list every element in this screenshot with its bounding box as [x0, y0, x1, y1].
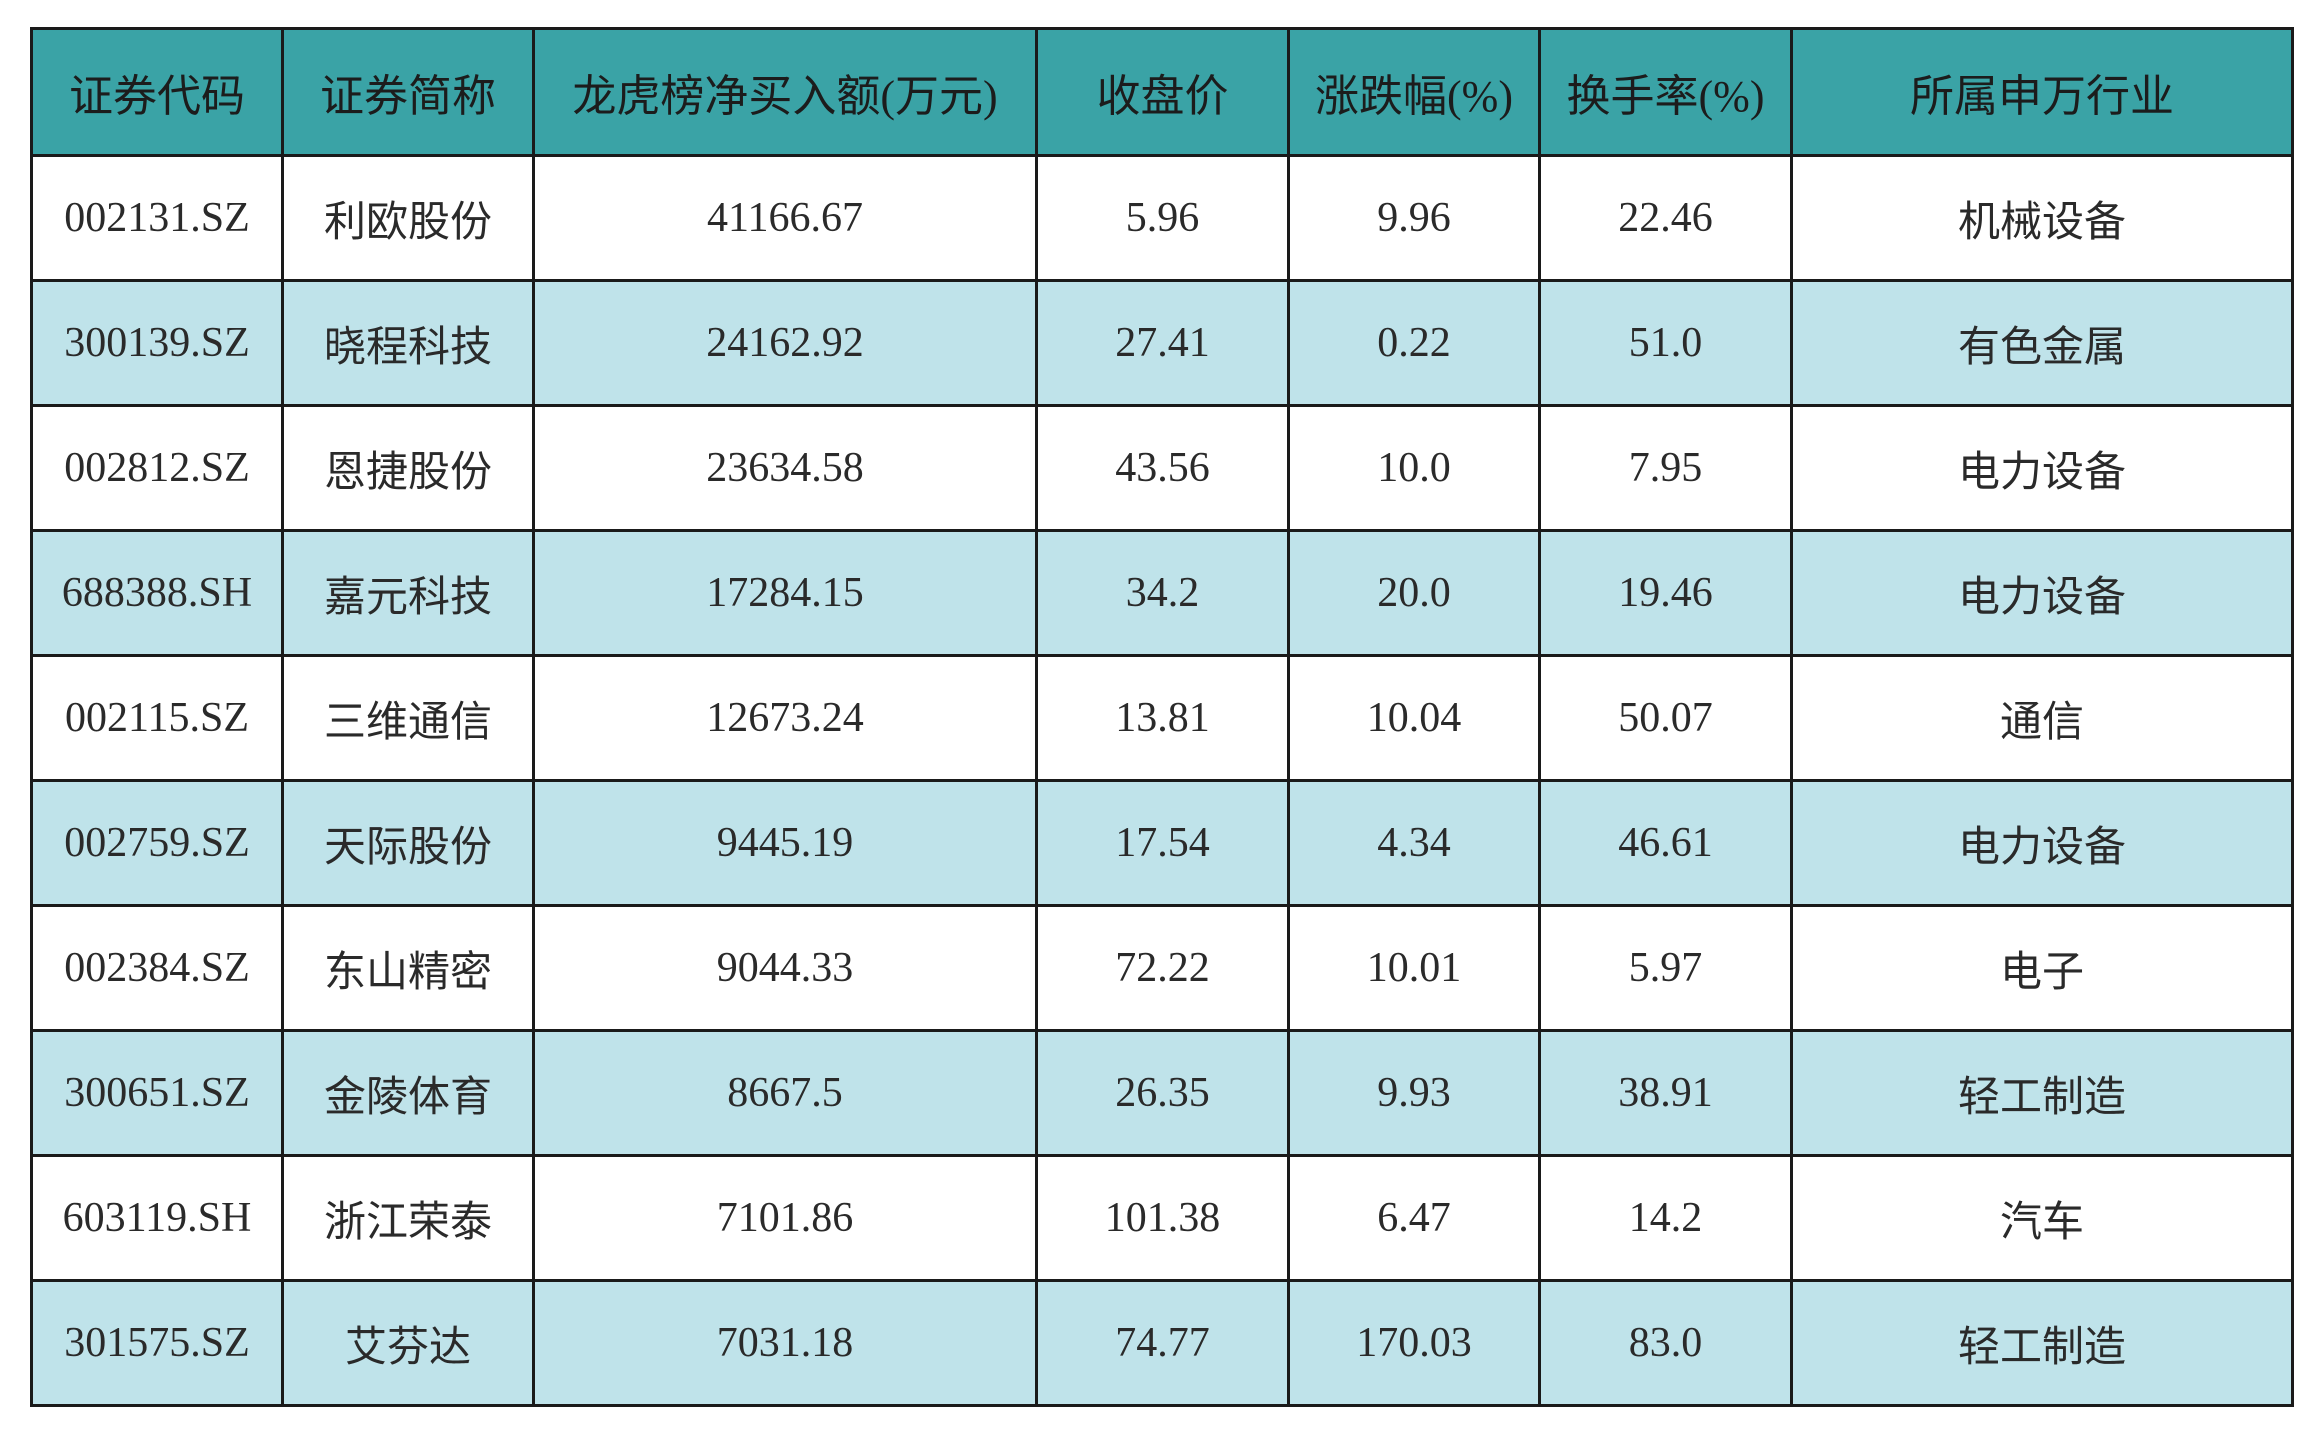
table-cell: 51.0 — [1538, 279, 1793, 407]
table-cell: 34.2 — [1035, 529, 1290, 657]
table-cell: 43.56 — [1035, 404, 1290, 532]
table-cell: 9.93 — [1287, 1029, 1541, 1157]
table-cell: 电力设备 — [1790, 779, 2294, 907]
table-cell: 17.54 — [1035, 779, 1290, 907]
table-row: 002812.SZ 恩捷股份 23634.58 43.56 10.0 7.95 电力设备 — [30, 404, 2294, 532]
table-cell: 9.96 — [1287, 154, 1541, 282]
table-cell: 002131.SZ — [30, 154, 284, 282]
table-cell: 12673.24 — [532, 654, 1038, 782]
column-header: 所属申万行业 — [1790, 27, 2294, 157]
table-cell: 10.01 — [1287, 904, 1541, 1032]
table-cell: 300651.SZ — [30, 1029, 284, 1157]
table-row: 301575.SZ 艾芬达 7031.18 74.77 170.03 83.0 轻工制造 — [30, 1279, 2294, 1407]
table-row: 688388.SH 嘉元科技 17284.15 34.2 20.0 19.46 电力设备 — [30, 529, 2294, 657]
table-cell: 20.0 — [1287, 529, 1541, 657]
table-cell: 5.96 — [1035, 154, 1290, 282]
table-cell: 汽车 — [1790, 1154, 2294, 1282]
table-cell: 83.0 — [1538, 1279, 1793, 1407]
table-cell: 7031.18 — [532, 1279, 1038, 1407]
table-cell: 26.35 — [1035, 1029, 1290, 1157]
table-cell: 38.91 — [1538, 1029, 1793, 1157]
table-cell: 300139.SZ — [30, 279, 284, 407]
table-cell: 22.46 — [1538, 154, 1793, 282]
table-cell: 晓程科技 — [281, 279, 535, 407]
table-cell: 688388.SH — [30, 529, 284, 657]
table-cell: 603119.SH — [30, 1154, 284, 1282]
table-cell: 72.22 — [1035, 904, 1290, 1032]
table-cell: 利欧股份 — [281, 154, 535, 282]
table-cell: 9445.19 — [532, 779, 1038, 907]
table-cell: 天际股份 — [281, 779, 535, 907]
table-cell: 14.2 — [1538, 1154, 1793, 1282]
header-row: 证券代码 证券简称 龙虎榜净买入额(万元) 收盘价 涨跌幅(%) 换手率(%) 所属申万行业 — [30, 27, 2294, 157]
table-cell: 50.07 — [1538, 654, 1793, 782]
column-header: 证券代码 — [30, 27, 284, 157]
table-cell: 电力设备 — [1790, 404, 2294, 532]
table-cell: 002812.SZ — [30, 404, 284, 532]
table-cell: 轻工制造 — [1790, 1279, 2294, 1407]
table-cell: 002759.SZ — [30, 779, 284, 907]
table-cell: 74.77 — [1035, 1279, 1290, 1407]
table-cell: 通信 — [1790, 654, 2294, 782]
table-cell: 5.97 — [1538, 904, 1793, 1032]
table-cell: 艾芬达 — [281, 1279, 535, 1407]
table-cell: 三维通信 — [281, 654, 535, 782]
table-cell: 10.0 — [1287, 404, 1541, 532]
table-cell: 嘉元科技 — [281, 529, 535, 657]
table-cell: 7101.86 — [532, 1154, 1038, 1282]
column-header: 换手率(%) — [1538, 27, 1793, 157]
table-cell: 8667.5 — [532, 1029, 1038, 1157]
column-header: 收盘价 — [1035, 27, 1290, 157]
table-cell: 机械设备 — [1790, 154, 2294, 282]
table-cell: 41166.67 — [532, 154, 1038, 282]
table-cell: 恩捷股份 — [281, 404, 535, 532]
table-cell: 电子 — [1790, 904, 2294, 1032]
table-cell: 27.41 — [1035, 279, 1290, 407]
table-cell: 东山精密 — [281, 904, 535, 1032]
table-cell: 301575.SZ — [30, 1279, 284, 1407]
table-cell: 23634.58 — [532, 404, 1038, 532]
table-row: 002759.SZ 天际股份 9445.19 17.54 4.34 46.61 电力设备 — [30, 779, 2294, 907]
table-cell: 101.38 — [1035, 1154, 1290, 1282]
table-cell: 13.81 — [1035, 654, 1290, 782]
table-cell: 002115.SZ — [30, 654, 284, 782]
table-row: 002115.SZ 三维通信 12673.24 13.81 10.04 50.07 通信 — [30, 654, 2294, 782]
table-cell: 17284.15 — [532, 529, 1038, 657]
table-cell: 19.46 — [1538, 529, 1793, 657]
table-cell: 金陵体育 — [281, 1029, 535, 1157]
table-container: 证券代码 证券简称 龙虎榜净买入额(万元) 收盘价 涨跌幅(%) 换手率(%) 所属申万行业… — [30, 27, 2294, 1407]
data-table: 证券代码 证券简称 龙虎榜净买入额(万元) 收盘价 涨跌幅(%) 换手率(%) 所属申万行业… — [30, 27, 2294, 1407]
table-row: 002131.SZ 利欧股份 41166.67 5.96 9.96 22.46 机械设备 — [30, 154, 2294, 282]
column-header: 龙虎榜净买入额(万元) — [532, 27, 1038, 157]
table-row: 300139.SZ 晓程科技 24162.92 27.41 0.22 51.0 有色金属 — [30, 279, 2294, 407]
table-cell: 10.04 — [1287, 654, 1541, 782]
table-row: 002384.SZ 东山精密 9044.33 72.22 10.01 5.97 电子 — [30, 904, 2294, 1032]
column-header: 涨跌幅(%) — [1287, 27, 1541, 157]
table-cell: 浙江荣泰 — [281, 1154, 535, 1282]
table-row: 603119.SH 浙江荣泰 7101.86 101.38 6.47 14.2 汽车 — [30, 1154, 2294, 1282]
table-cell: 电力设备 — [1790, 529, 2294, 657]
table-cell: 7.95 — [1538, 404, 1793, 532]
table-cell: 46.61 — [1538, 779, 1793, 907]
table-cell: 9044.33 — [532, 904, 1038, 1032]
table-cell: 轻工制造 — [1790, 1029, 2294, 1157]
table-cell: 170.03 — [1287, 1279, 1541, 1407]
table-cell: 4.34 — [1287, 779, 1541, 907]
table-cell: 有色金属 — [1790, 279, 2294, 407]
table-cell: 0.22 — [1287, 279, 1541, 407]
table-cell: 002384.SZ — [30, 904, 284, 1032]
table-cell: 24162.92 — [532, 279, 1038, 407]
column-header: 证券简称 — [281, 27, 535, 157]
table-row: 300651.SZ 金陵体育 8667.5 26.35 9.93 38.91 轻工制造 — [30, 1029, 2294, 1157]
table-cell: 6.47 — [1287, 1154, 1541, 1282]
